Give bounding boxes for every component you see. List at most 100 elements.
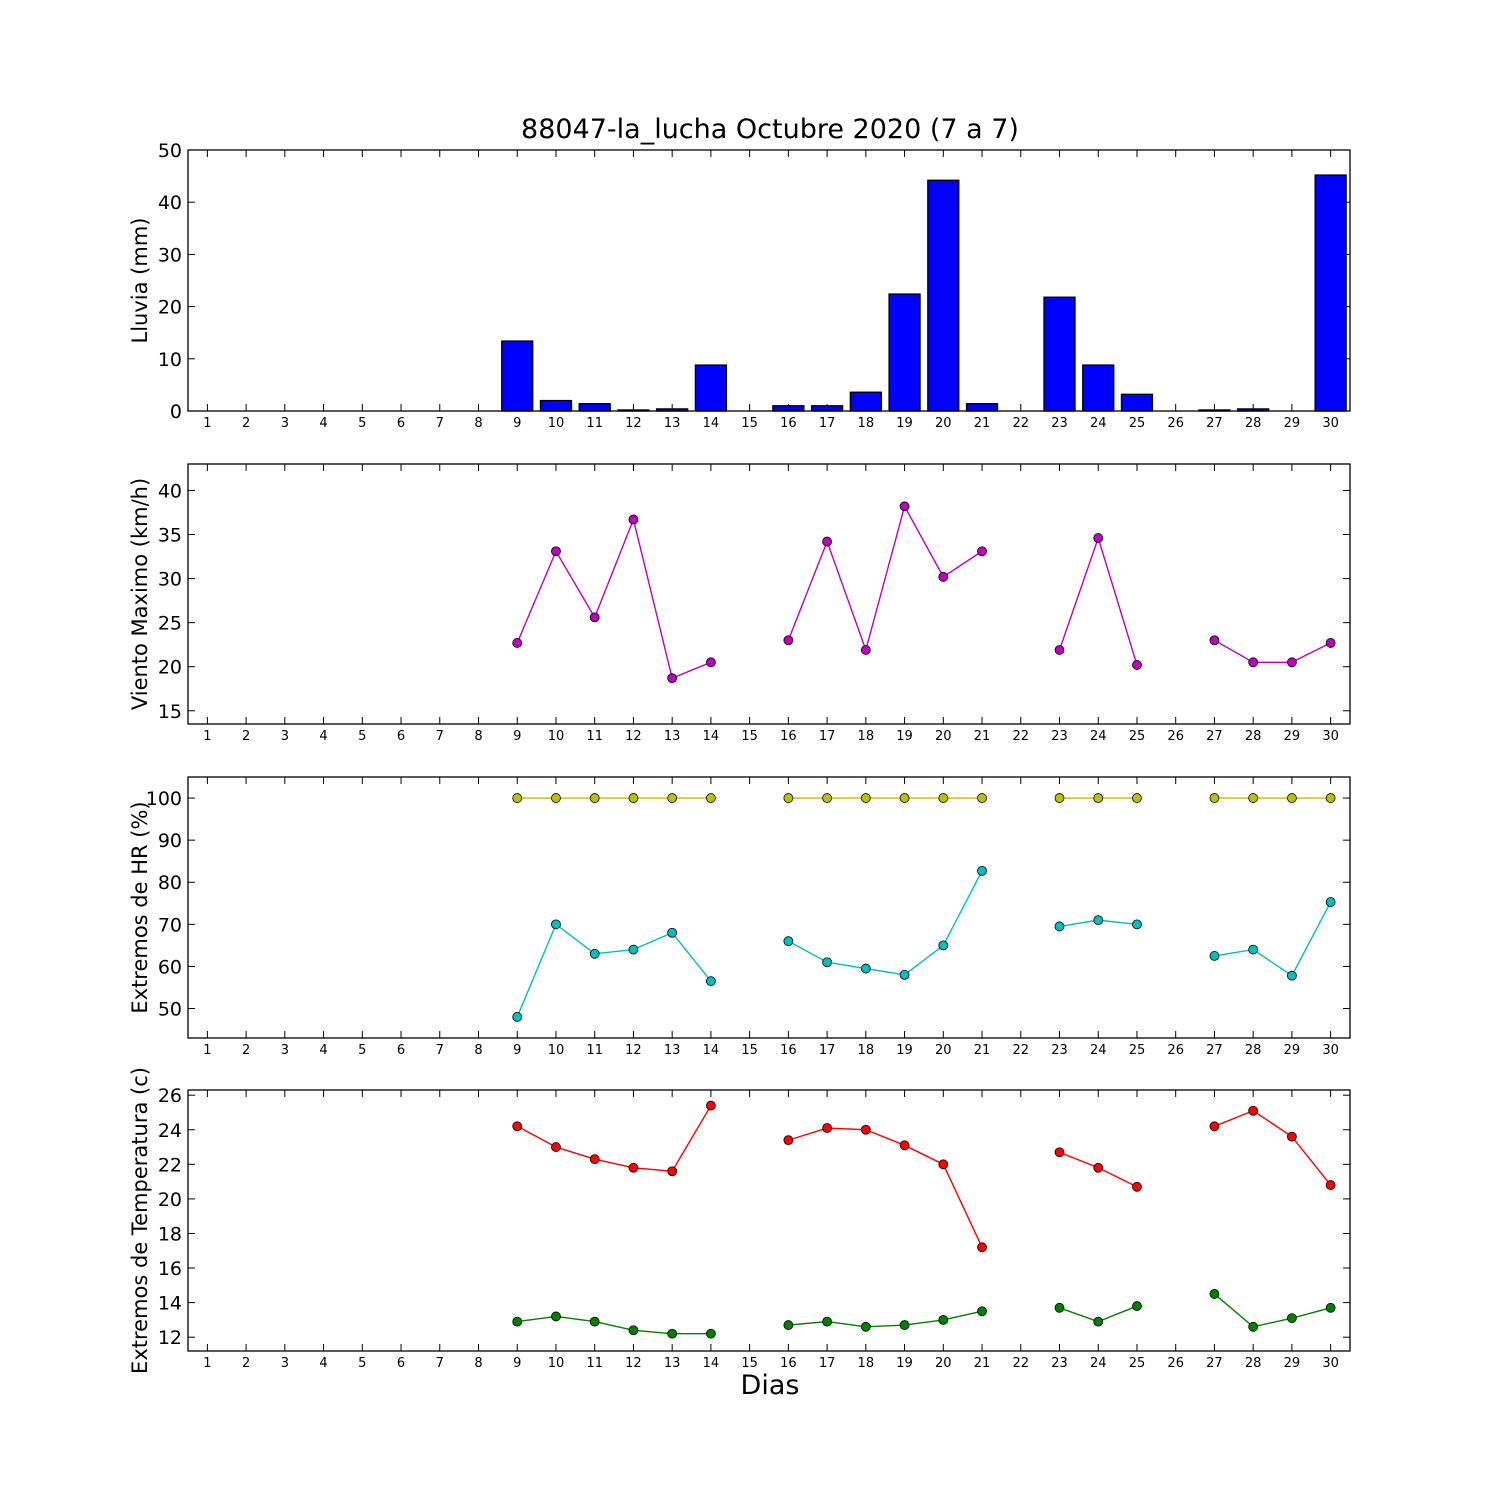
- series-line: [516, 517, 712, 680]
- data-point: [1209, 1289, 1220, 1299]
- x-tick-label: 25: [1129, 1356, 1146, 1371]
- data-point: [1325, 1302, 1336, 1313]
- x-tick-label: 7: [436, 416, 444, 431]
- x-tick-label: 23: [1051, 1356, 1068, 1371]
- data-point: [1093, 915, 1104, 926]
- x-tick-label: 15: [741, 1356, 758, 1371]
- x-tick-label: 24: [1090, 1356, 1107, 1371]
- bar: [1314, 174, 1347, 412]
- data-point: [783, 1320, 794, 1330]
- x-tick-label: 5: [358, 1356, 366, 1371]
- bar: [810, 405, 844, 412]
- data-point: [938, 571, 949, 582]
- bar: [578, 403, 611, 412]
- data-point: [512, 638, 523, 648]
- x-tick-label: 14: [703, 1043, 720, 1058]
- bar: [849, 391, 882, 412]
- x-tick-label: 6: [397, 416, 405, 431]
- x-tick-label: 23: [1051, 1043, 1068, 1058]
- data-point: [1054, 1302, 1065, 1313]
- data-point: [1287, 793, 1297, 803]
- x-tick-label: 28: [1245, 416, 1262, 431]
- x-tick-label: 4: [319, 416, 327, 431]
- x-tick-label: 29: [1284, 729, 1301, 744]
- x-tick-label: 10: [548, 1356, 565, 1371]
- x-tick-label: 3: [281, 729, 289, 744]
- data-point: [822, 1316, 832, 1327]
- data-point: [628, 514, 639, 525]
- y-axis-label: Viento Maximo (km/h): [128, 478, 152, 710]
- y-tick-label: 0: [170, 401, 182, 423]
- data-point: [1287, 657, 1297, 668]
- y-tick-label: 25: [158, 613, 182, 635]
- x-tick-label: 21: [974, 729, 991, 744]
- data-point: [628, 1162, 639, 1173]
- y-tick-label: 16: [158, 1258, 182, 1280]
- series-line: [516, 1105, 712, 1172]
- x-tick-label: 29: [1284, 1356, 1301, 1371]
- x-tick-label: 12: [625, 1043, 642, 1058]
- data-point: [512, 1316, 523, 1327]
- x-tick-label: 16: [780, 416, 797, 431]
- bar: [617, 409, 650, 412]
- x-tick-label: 2: [242, 1356, 250, 1371]
- x-axis-title: Dias: [740, 1370, 800, 1401]
- x-tick-label: 9: [513, 729, 521, 744]
- x-tick-label: 25: [1129, 1043, 1146, 1058]
- x-tick-label: 11: [586, 1043, 603, 1058]
- data-point: [822, 793, 832, 803]
- x-tick-label: 21: [974, 1043, 991, 1058]
- data-point: [977, 1242, 987, 1253]
- data-point: [1325, 793, 1336, 803]
- x-tick-label: 26: [1167, 729, 1184, 744]
- x-tick-label: 30: [1322, 416, 1339, 431]
- y-tick-label: 20: [158, 297, 182, 319]
- x-tick-label: 17: [819, 1356, 836, 1371]
- x-tick-label: 1: [203, 1043, 211, 1058]
- data-point: [1209, 793, 1220, 803]
- x-tick-label: 18: [858, 1356, 875, 1371]
- x-tick-label: 20: [935, 729, 952, 744]
- data-point: [783, 793, 794, 803]
- series-line: [788, 1310, 983, 1328]
- x-tick-label: 22: [1012, 1043, 1029, 1058]
- data-point: [899, 1320, 910, 1330]
- x-tick-label: 12: [625, 729, 642, 744]
- x-tick-label: 8: [474, 1356, 482, 1371]
- x-tick-label: 19: [896, 416, 913, 431]
- x-tick-label: 1: [203, 416, 211, 431]
- bar: [694, 364, 728, 412]
- data-point: [1287, 970, 1297, 981]
- axes-frame: [187, 463, 1351, 725]
- chart-title: 88047-la_lucha Octubre 2020 (7 a 7): [521, 114, 1019, 145]
- series-line: [1213, 1293, 1331, 1328]
- x-tick-label: 27: [1206, 1043, 1223, 1058]
- series-line: [1214, 639, 1331, 664]
- x-tick-label: 20: [935, 1356, 952, 1371]
- x-tick-label: 3: [281, 416, 289, 431]
- x-tick-label: 6: [397, 1356, 405, 1371]
- x-tick-label: 2: [242, 729, 250, 744]
- x-tick-label: 12: [625, 1356, 642, 1371]
- x-tick-label: 22: [1012, 729, 1029, 744]
- data-point: [783, 1135, 794, 1146]
- data-point: [938, 940, 949, 951]
- axes-frame: [187, 1089, 1351, 1352]
- data-point: [628, 944, 639, 955]
- x-tick-label: 15: [741, 1043, 758, 1058]
- bar: [539, 399, 573, 412]
- data-point: [551, 1142, 561, 1152]
- x-tick-label: 19: [896, 1356, 913, 1371]
- x-tick-label: 1: [203, 1356, 211, 1371]
- bar: [772, 405, 805, 412]
- data-point: [1287, 1131, 1297, 1142]
- x-tick-label: 11: [586, 416, 603, 431]
- x-tick-label: 2: [242, 416, 250, 431]
- data-point: [899, 501, 910, 512]
- data-point: [938, 1314, 949, 1325]
- series-line: [1214, 901, 1332, 977]
- y-tick-label: 40: [158, 480, 182, 502]
